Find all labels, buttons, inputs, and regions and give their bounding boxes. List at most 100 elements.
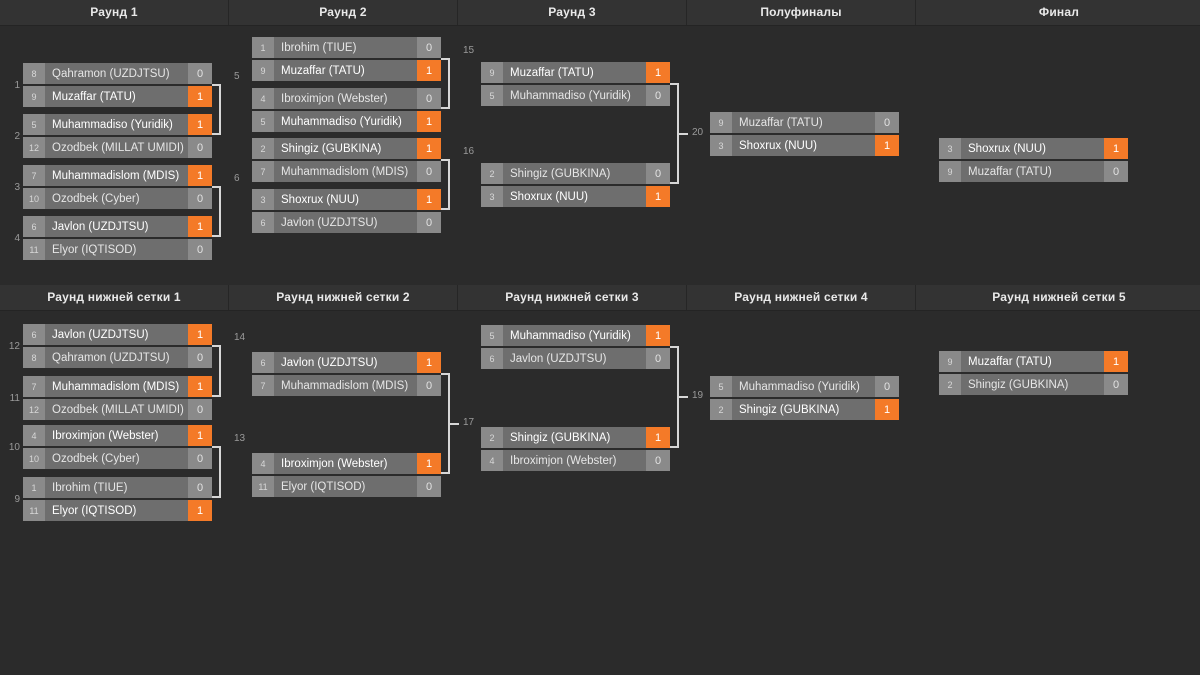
connector-vertical: [219, 345, 221, 397]
player-name: Muhammadiso (Yuridik): [510, 329, 631, 342]
player-seed: 4: [252, 453, 274, 474]
match-box[interactable]: 9 Muzaffar (TATU) 1 2 Shingiz (GUBKINA) 0: [939, 351, 1128, 395]
match-player-row[interactable]: 10 Ozodbek (Cyber) 0: [23, 448, 212, 469]
match-box[interactable]: 5 Muhammadiso (Yuridik) 1 6 Javlon (UZDJTSU)…: [481, 325, 670, 369]
player-score: 0: [417, 212, 441, 233]
upper-bracket-section: Раунд 1 Раунд 2 Раунд 3 Полуфиналы Финал…: [0, 0, 1200, 283]
player-name: Muhammadislom (MDIS): [52, 380, 180, 393]
match-player-row[interactable]: 9 Muzaffar (TATU) 1: [252, 60, 441, 81]
player-seed: 3: [481, 186, 503, 207]
match-box[interactable]: 4 Ibroximjon (Webster) 1 11 Elyor (IQTISOD) 0: [252, 453, 441, 497]
player-name: Javlon (UZDJTSU): [281, 356, 378, 369]
match-player-row[interactable]: 5 Muhammadiso (Yuridik) 0: [710, 376, 899, 397]
match-number-label: 10: [8, 442, 20, 453]
match-box[interactable]: 9 Muzaffar (TATU) 0 3 Shoxrux (NUU) 1: [710, 112, 899, 156]
match-player-row[interactable]: 7 Muhammadislom (MDIS) 0: [252, 161, 441, 182]
match-box[interactable]: 1 Ibrohim (TIUE) 0 11 Elyor (IQTISOD) 1: [23, 477, 212, 521]
match-player-row[interactable]: 6 Javlon (UZDJTSU) 1: [23, 216, 212, 237]
player-score: 1: [417, 111, 441, 132]
player-score: 1: [646, 427, 670, 448]
player-score: 0: [188, 448, 212, 469]
match-player-row[interactable]: 1 Ibrohim (TIUE) 0: [252, 37, 441, 58]
match-box[interactable]: 2 Shingiz (GUBKINA) 1 4 Ibroximjon (Webster)…: [481, 427, 670, 471]
connector-bottom-stub: [670, 446, 679, 448]
player-score: 1: [875, 135, 899, 156]
match-number-label: 16: [463, 146, 475, 157]
match-player-row[interactable]: 5 Muhammadiso (Yuridik) 1: [252, 111, 441, 132]
match-box[interactable]: 3 Shoxrux (NUU) 1 9 Muzaffar (TATU) 0: [939, 138, 1128, 182]
match-box[interactable]: 9 Muzaffar (TATU) 1 5 Muhammadiso (Yuridik) 0: [481, 62, 670, 106]
match-player-row[interactable]: 7 Muhammadislom (MDIS) 0: [252, 375, 441, 396]
match-player-row[interactable]: 3 Shoxrux (NUU) 1: [481, 186, 670, 207]
player-name: Shoxrux (NUU): [510, 190, 588, 203]
header-round-2: Раунд 2: [229, 0, 458, 25]
match-player-row[interactable]: 9 Muzaffar (TATU) 1: [939, 351, 1128, 372]
match-player-row[interactable]: 8 Qahramon (UZDJTSU) 0: [23, 63, 212, 84]
player-seed: 6: [252, 212, 274, 233]
match-player-row[interactable]: 4 Ibroximjon (Webster) 1: [252, 453, 441, 474]
match-box[interactable]: 6 Javlon (UZDJTSU) 1 11 Elyor (IQTISOD) 0: [23, 216, 212, 260]
match-box[interactable]: 2 Shingiz (GUBKINA) 0 3 Shoxrux (NUU) 1: [481, 163, 670, 207]
match-player-row[interactable]: 11 Elyor (IQTISOD) 1: [23, 500, 212, 521]
match-player-row[interactable]: 6 Javlon (UZDJTSU) 0: [252, 212, 441, 233]
match-box[interactable]: 2 Shingiz (GUBKINA) 1 7 Muhammadislom (MDIS)…: [252, 138, 441, 182]
connector-vertical: [677, 346, 679, 448]
match-player-row[interactable]: 6 Javlon (UZDJTSU) 0: [481, 348, 670, 369]
match-player-row[interactable]: 4 Ibroximjon (Webster) 1: [23, 425, 212, 446]
match-player-row[interactable]: 9 Muzaffar (TATU) 0: [939, 161, 1128, 182]
match-player-row[interactable]: 11 Elyor (IQTISOD) 0: [23, 239, 212, 260]
match-player-row[interactable]: 11 Elyor (IQTISOD) 0: [252, 476, 441, 497]
match-player-row[interactable]: 5 Muhammadiso (Yuridik) 0: [481, 85, 670, 106]
bracket-connector: [212, 186, 232, 237]
match-player-row[interactable]: 3 Shoxrux (NUU) 1: [252, 189, 441, 210]
match-player-row[interactable]: 2 Shingiz (GUBKINA) 1: [481, 427, 670, 448]
player-score: 0: [188, 399, 212, 420]
match-box[interactable]: 7 Muhammadislom (MDIS) 1 12 Ozodbek (MILLAT …: [23, 376, 212, 420]
match-player-row[interactable]: 4 Ibroximjon (Webster) 0: [481, 450, 670, 471]
match-player-row[interactable]: 10 Ozodbek (Cyber) 0: [23, 188, 212, 209]
player-seed: 6: [23, 324, 45, 345]
match-box[interactable]: 7 Muhammadislom (MDIS) 1 10 Ozodbek (Cyber) 0: [23, 165, 212, 209]
match-player-row[interactable]: 7 Muhammadislom (MDIS) 1: [23, 376, 212, 397]
player-name: Javlon (UZDJTSU): [52, 328, 149, 341]
match-player-row[interactable]: 9 Muzaffar (TATU) 1: [481, 62, 670, 83]
player-seed: 9: [939, 161, 961, 182]
match-player-row[interactable]: 7 Muhammadislom (MDIS) 1: [23, 165, 212, 186]
match-player-row[interactable]: 3 Shoxrux (NUU) 1: [710, 135, 899, 156]
match-player-row[interactable]: 8 Qahramon (UZDJTSU) 0: [23, 347, 212, 368]
match-player-row[interactable]: 9 Muzaffar (TATU) 1: [23, 86, 212, 107]
player-name: Shingiz (GUBKINA): [281, 142, 382, 155]
match-box[interactable]: 5 Muhammadiso (Yuridik) 0 2 Shingiz (GUBKINA…: [710, 376, 899, 420]
match-player-row[interactable]: 2 Shingiz (GUBKINA) 1: [252, 138, 441, 159]
match-player-row[interactable]: 4 Ibroximjon (Webster) 0: [252, 88, 441, 109]
match-player-row[interactable]: 6 Javlon (UZDJTSU) 1: [252, 352, 441, 373]
match-box[interactable]: 4 Ibroximjon (Webster) 0 5 Muhammadiso (Yuri…: [252, 88, 441, 132]
match-number-label: 9: [14, 494, 20, 505]
match-box[interactable]: 5 Muhammadiso (Yuridik) 1 12 Ozodbek (MILLAT…: [23, 114, 212, 158]
match-box[interactable]: 1 Ibrohim (TIUE) 0 9 Muzaffar (TATU) 1: [252, 37, 441, 81]
player-name: Ozodbek (MILLAT UMIDI): [52, 403, 184, 416]
match-player-row[interactable]: 1 Ibrohim (TIUE) 0: [23, 477, 212, 498]
match-player-row[interactable]: 5 Muhammadiso (Yuridik) 1: [481, 325, 670, 346]
player-seed: 3: [252, 189, 274, 210]
match-player-row[interactable]: 12 Ozodbek (MILLAT UMIDI) 0: [23, 137, 212, 158]
header-lower-round-4: Раунд нижней сетки 4: [687, 285, 916, 310]
match-box[interactable]: 8 Qahramon (UZDJTSU) 0 9 Muzaffar (TATU) 1: [23, 63, 212, 107]
match-player-row[interactable]: 2 Shingiz (GUBKINA) 0: [481, 163, 670, 184]
match-player-row[interactable]: 9 Muzaffar (TATU) 0: [710, 112, 899, 133]
match-number-label: 11: [9, 393, 20, 404]
match-box[interactable]: 3 Shoxrux (NUU) 1 6 Javlon (UZDJTSU) 0: [252, 189, 441, 233]
match-box[interactable]: 6 Javlon (UZDJTSU) 1 7 Muhammadislom (MDIS) 0: [252, 352, 441, 396]
match-player-row[interactable]: 2 Shingiz (GUBKINA) 0: [939, 374, 1128, 395]
match-player-row[interactable]: 2 Shingiz (GUBKINA) 1: [710, 399, 899, 420]
player-score: 0: [646, 348, 670, 369]
player-score: 0: [188, 477, 212, 498]
match-player-row[interactable]: 12 Ozodbek (MILLAT UMIDI) 0: [23, 399, 212, 420]
match-player-row[interactable]: 6 Javlon (UZDJTSU) 1: [23, 324, 212, 345]
player-score: 1: [188, 425, 212, 446]
player-seed: 5: [710, 376, 732, 397]
match-box[interactable]: 4 Ibroximjon (Webster) 1 10 Ozodbek (Cyber) 0: [23, 425, 212, 469]
match-player-row[interactable]: 3 Shoxrux (NUU) 1: [939, 138, 1128, 159]
match-box[interactable]: 6 Javlon (UZDJTSU) 1 8 Qahramon (UZDJTSU) 0: [23, 324, 212, 368]
match-player-row[interactable]: 5 Muhammadiso (Yuridik) 1: [23, 114, 212, 135]
